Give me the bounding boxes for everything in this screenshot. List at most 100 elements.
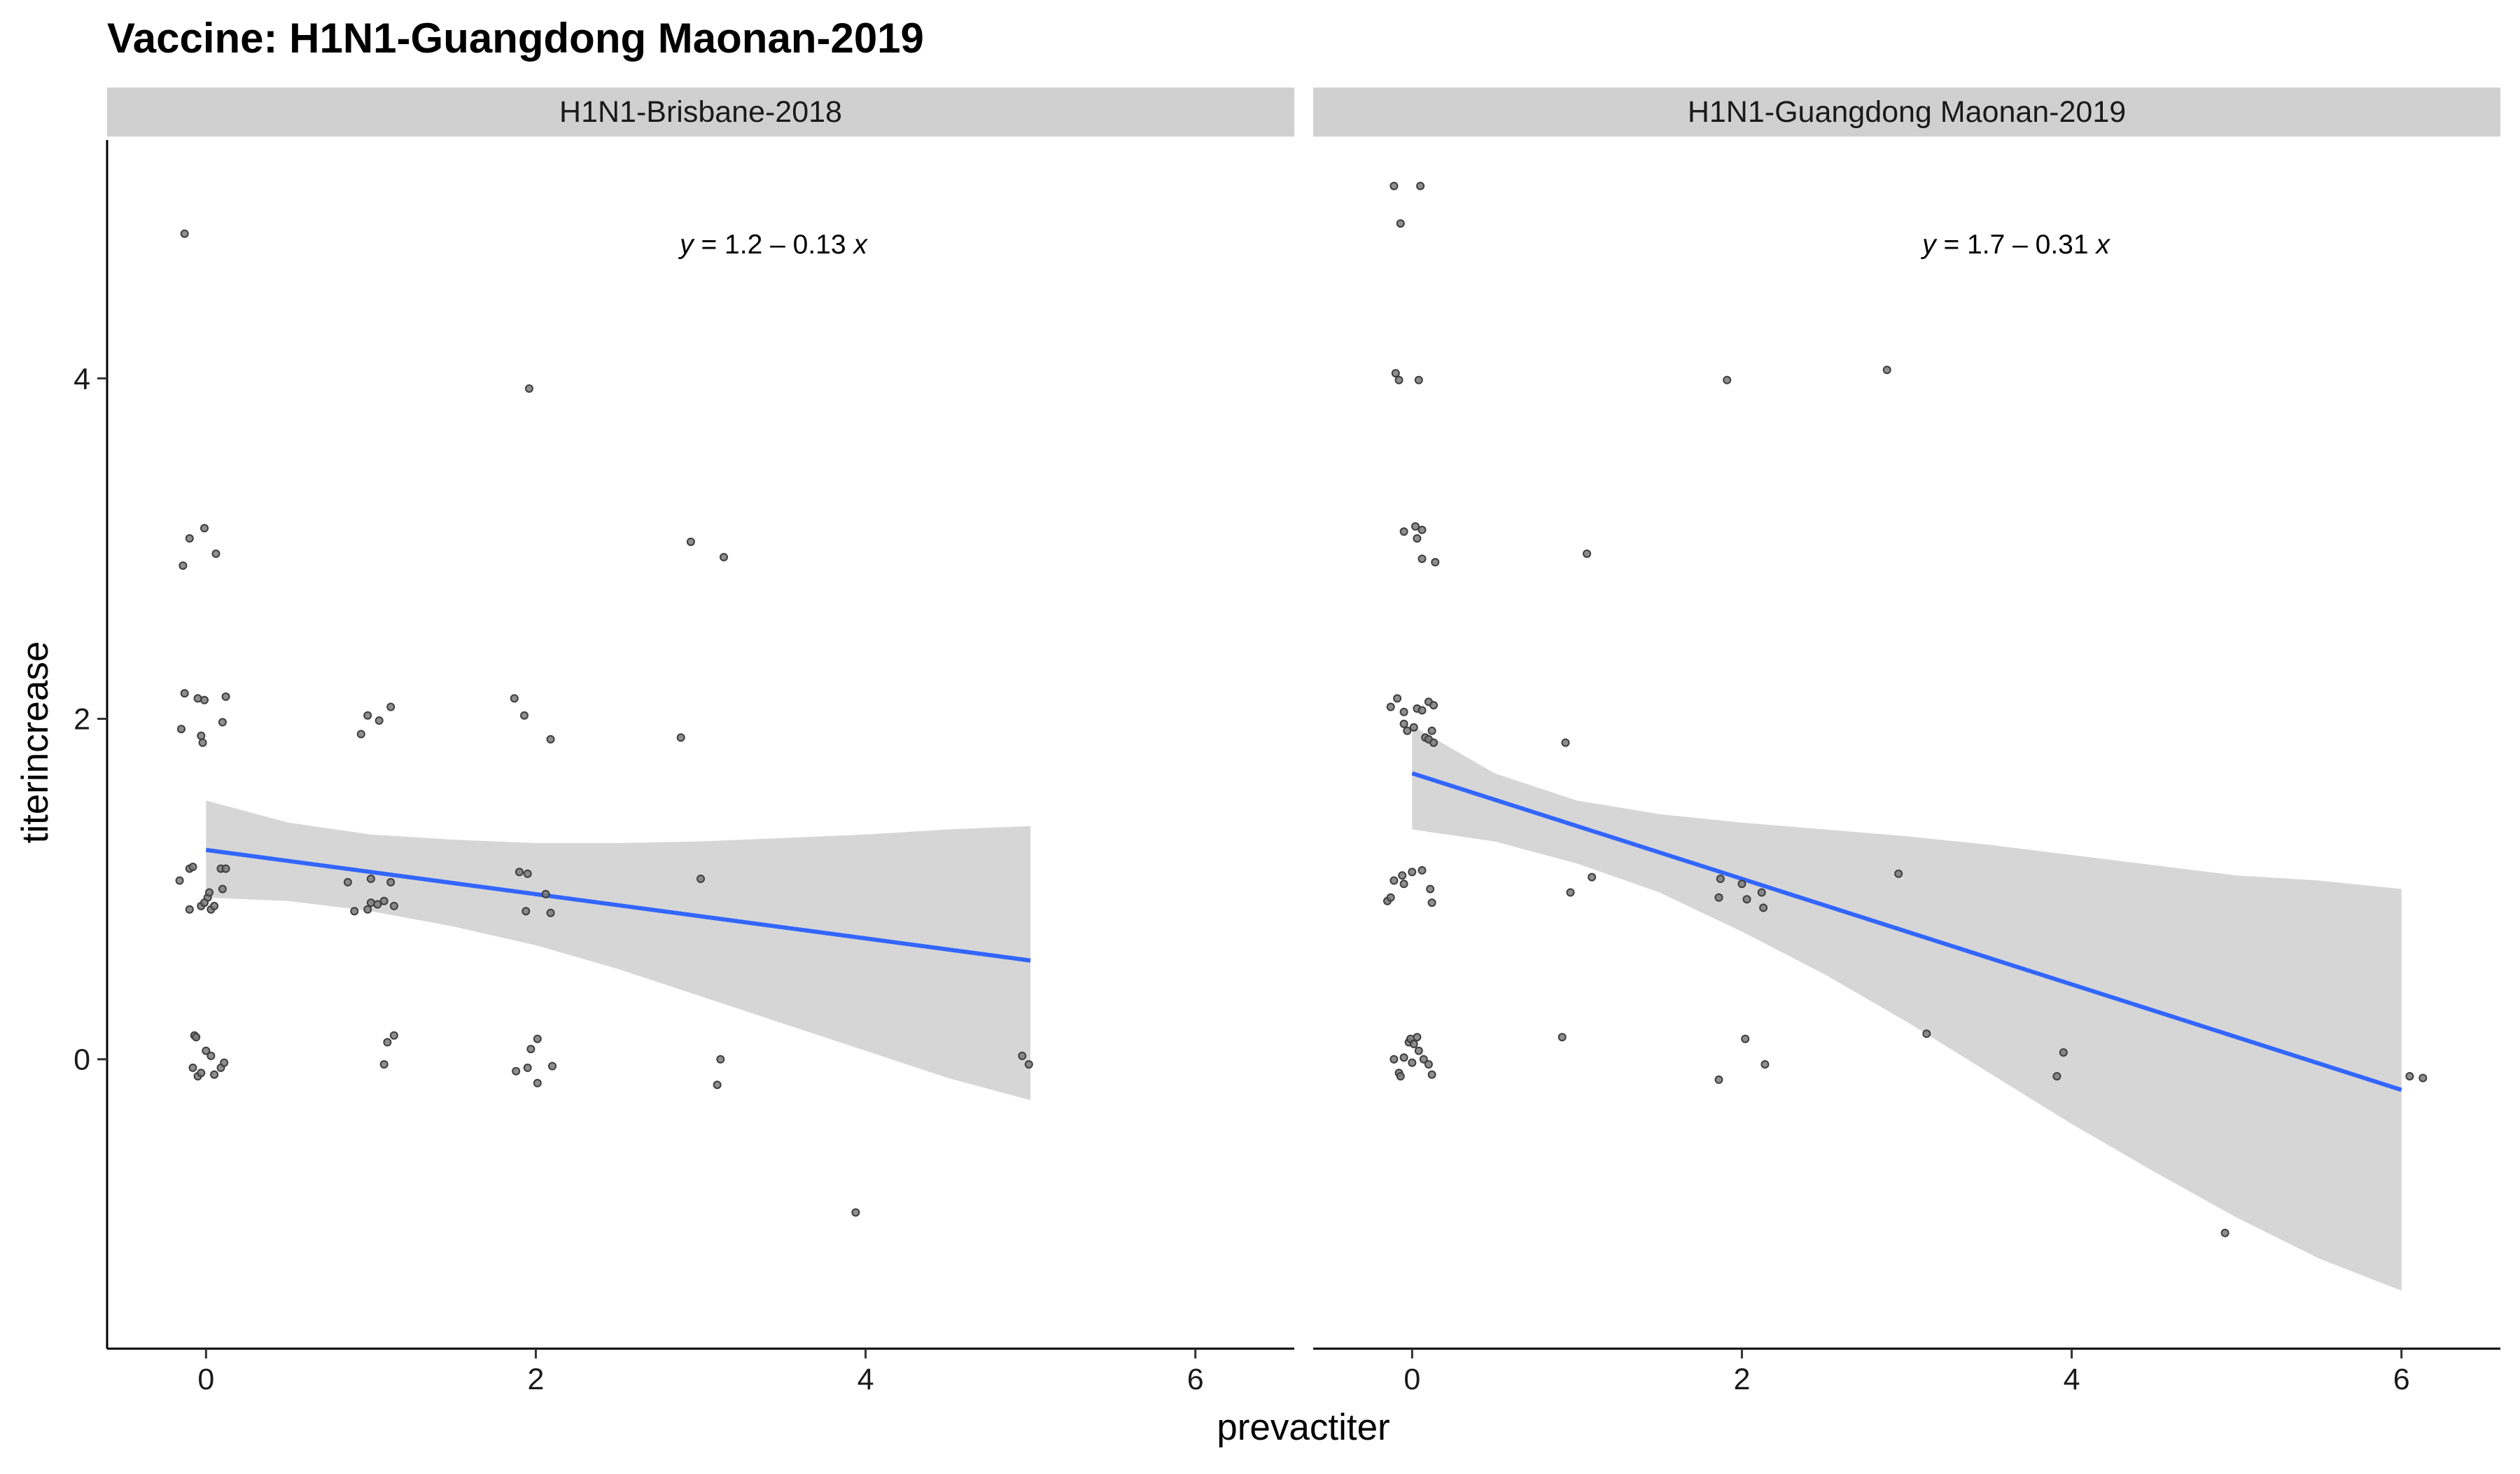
data-point [379, 896, 388, 905]
data-point [363, 711, 372, 720]
data-point [1426, 884, 1435, 894]
data-point [188, 1063, 197, 1072]
data-point [1396, 219, 1405, 228]
data-point [363, 905, 372, 914]
data-point [1561, 738, 1570, 747]
data-point [200, 524, 209, 533]
data-point [1427, 726, 1436, 735]
data-point [548, 1062, 556, 1071]
data-point [1429, 738, 1438, 747]
data-point [1413, 1033, 1422, 1042]
ribbon-band-brisbane [206, 800, 1031, 1101]
data-point [1583, 549, 1591, 558]
data-point [193, 694, 202, 703]
data-point [1742, 895, 1751, 904]
data-point [696, 875, 705, 883]
data-point [200, 695, 209, 704]
data-point [1390, 1055, 1399, 1064]
data-point [386, 702, 396, 711]
data-point [221, 692, 230, 701]
data-point [1429, 701, 1438, 710]
data-point [177, 725, 186, 734]
facet-strip-label-brisbane: H1N1-Brisbane-2018 [559, 95, 842, 129]
facet-strip-brisbane [107, 88, 1294, 137]
data-point [1427, 898, 1436, 908]
data-point [686, 537, 695, 546]
data-point [1558, 1033, 1567, 1042]
data-point [533, 1034, 542, 1043]
data-point [205, 888, 214, 897]
data-point [366, 898, 375, 908]
data-point [197, 731, 206, 740]
x-tick-label: 2 [1733, 1363, 1750, 1396]
data-point [1409, 1039, 1418, 1048]
data-point [1418, 525, 1427, 534]
facet-panel-brisbane: H1N1-Brisbane-2018 y = 1.2 – 0.13 x 024 … [74, 88, 1294, 1396]
data-point [1757, 888, 1766, 897]
data-point [1588, 872, 1597, 882]
data-point [676, 733, 685, 742]
data-point [1416, 181, 1425, 190]
data-point [1418, 555, 1427, 563]
data-point [383, 1038, 392, 1047]
y-tick-label: 4 [74, 362, 90, 396]
data-point [1393, 694, 1402, 703]
facet-strip-label-guangdong: H1N1-Guangdong Maonan-2019 [1688, 95, 2126, 129]
data-point [350, 907, 359, 916]
data-point [210, 901, 219, 910]
data-point [373, 900, 382, 909]
data-point [1018, 1051, 1027, 1060]
data-point [198, 738, 207, 747]
data-point [514, 868, 524, 877]
data-point [716, 1055, 725, 1064]
equation-body-guangdong: = 1.7 – 0.31 [1936, 230, 2096, 260]
data-point [1409, 723, 1418, 732]
x-axis-ticks-guangdong: 0 2 4 6 [1404, 1349, 2410, 1396]
data-point [713, 1080, 722, 1090]
chart-title: Vaccine: H1N1-Guangdong Maonan-2019 [107, 15, 924, 62]
confidence-ribbon-guangdong [1412, 725, 2402, 1291]
data-point [188, 863, 197, 871]
data-point [1737, 879, 1746, 889]
data-point [1566, 888, 1575, 897]
data-point [343, 877, 352, 887]
data-point [523, 869, 532, 878]
regression-line-brisbane [205, 847, 1031, 963]
data-point [1396, 1072, 1405, 1080]
data-point [175, 876, 184, 885]
data-point [1760, 1060, 1770, 1069]
data-point [1414, 375, 1423, 384]
regression-equation-brisbane: y = 1.2 – 0.13 x [678, 230, 868, 260]
data-point [1418, 706, 1427, 715]
data-point [374, 716, 384, 725]
data-point [366, 875, 375, 883]
data-point [220, 1058, 229, 1067]
data-point [1024, 1060, 1033, 1069]
regression-line-guangdong [1411, 771, 2402, 1092]
data-point [851, 1208, 860, 1217]
data-point [178, 561, 188, 570]
scatter-points-brisbane [175, 229, 1033, 1217]
data-point [1414, 1046, 1423, 1055]
data-point [510, 694, 519, 703]
x-axis-ticks-brisbane: 0 2 4 6 [197, 1349, 1204, 1396]
data-point [206, 1051, 216, 1060]
ribbon-band-guangdong [1412, 725, 2402, 1291]
x-tick-label: 6 [1187, 1363, 1204, 1396]
data-point [180, 229, 189, 238]
equation-y-brisbane: y [678, 230, 695, 260]
data-point [520, 711, 528, 720]
data-point [1408, 1058, 1417, 1067]
data-point [1408, 868, 1417, 877]
data-point [1398, 871, 1407, 880]
y-tick-label: 2 [74, 703, 90, 737]
data-point [1741, 1034, 1750, 1043]
facet-panel-guangdong: H1N1-Guangdong Maonan-2019 y = 1.7 – 0.3… [1313, 88, 2500, 1396]
data-point [197, 1069, 206, 1078]
data-point [1394, 375, 1404, 384]
data-point [522, 907, 531, 916]
data-point [512, 1066, 521, 1076]
data-point [546, 735, 555, 744]
data-point [1922, 1029, 1931, 1038]
